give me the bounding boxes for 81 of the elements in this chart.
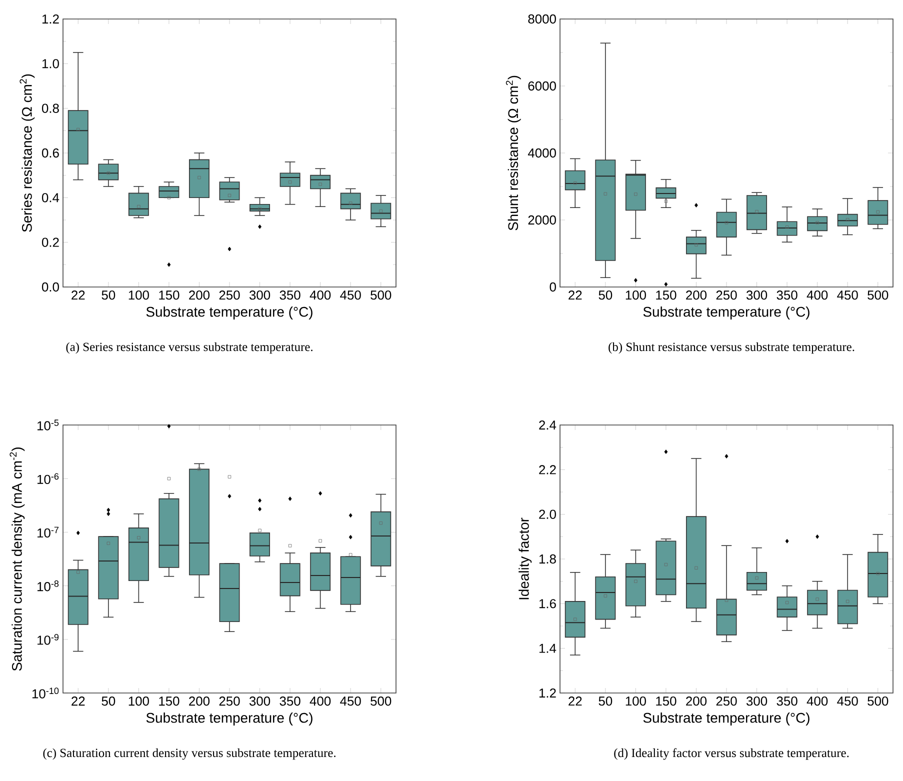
y-tick-label: 1.2 (42, 14, 59, 24)
y-tick-label: 8000 (528, 14, 556, 24)
y-tick-label: 10$^{-9}$ (38, 634, 59, 645)
y-tick-label: 0.2 (42, 238, 59, 247)
x-axis-title: Substrate temperature (°C) (146, 712, 312, 726)
y-tick-label: 4000 (528, 148, 556, 158)
y-axis-title: Shunt resistance (Ω cm$^{2}$) (506, 76, 521, 230)
y-tick-label: 0.6 (42, 148, 59, 158)
y-tick-label: 2.0 (539, 510, 556, 519)
x-tick-label: 50 (102, 696, 116, 706)
x-tick-label: 50 (598, 290, 612, 300)
y-tick-label: 1.4 (539, 644, 556, 653)
x-tick-label: 22 (568, 290, 582, 300)
y-tick-label: 2.2 (539, 465, 556, 474)
x-tick-label: 250 (219, 290, 240, 300)
y-axis-title: Series resistance (Ω cm$^{2}$) (20, 74, 35, 232)
x-tick-label: 50 (598, 696, 612, 706)
y-tick-label: 2000 (528, 215, 556, 225)
x-tick-label: 250 (219, 696, 240, 706)
x-tick-label: 100 (626, 696, 646, 706)
x-tick-label: 150 (656, 290, 676, 300)
y-tick-label: 2.4 (539, 420, 556, 430)
x-tick-label: 450 (837, 290, 858, 300)
x-tick-label: 350 (776, 696, 798, 706)
y-tick-label: 1.6 (539, 599, 556, 608)
x-tick-label: 250 (716, 696, 737, 706)
x-tick-label: 250 (716, 290, 737, 300)
x-tick-label: 22 (72, 290, 85, 300)
y-tick-label: 1.0 (42, 59, 59, 68)
x-tick-label: 350 (280, 290, 300, 300)
y-tick-label: 10$^{-7}$ (38, 526, 59, 538)
x-tick-label: 22 (72, 696, 85, 706)
y-tick-label: 0.4 (42, 193, 60, 202)
x-tick-label: 400 (310, 696, 331, 706)
y-tick-label: 0.8 (42, 104, 59, 113)
x-tick-label: 50 (102, 290, 116, 300)
x-tick-label: 400 (806, 290, 828, 300)
x-tick-label: 150 (656, 696, 676, 706)
x-tick-label: 350 (280, 696, 300, 706)
x-tick-label: 100 (128, 696, 149, 706)
x-axis-title: Substrate temperature (°C) (643, 712, 810, 726)
x-tick-label: 200 (189, 290, 210, 300)
y-tick-label: 1.2 (539, 688, 556, 698)
text: (a) Series resistance versus substrate temperature. (66, 342, 313, 354)
y-tick-label: 10$^{-8}$ (38, 580, 59, 592)
x-tick-label: 200 (686, 290, 707, 300)
x-tick-label: 500 (868, 696, 888, 706)
y-tick-label: 0 (550, 282, 556, 292)
text: (d) Ideality factor versus substrate temperature. (614, 748, 849, 760)
x-tick-label: 200 (189, 696, 210, 706)
y-tick-label: 1.8 (539, 554, 556, 564)
x-tick-label: 500 (370, 696, 392, 706)
y-axis-title: Ideality factor (518, 518, 532, 600)
text: (c) Saturation current density versus substrate temperature. (43, 748, 336, 760)
x-tick-label: 150 (159, 696, 180, 706)
text: (b) Shunt resistance versus substrate temperature. (608, 342, 854, 354)
x-tick-label: 300 (249, 290, 270, 300)
x-tick-label: 300 (746, 696, 768, 706)
x-tick-label: 450 (340, 696, 361, 706)
x-tick-label: 450 (340, 290, 361, 300)
y-tick-label: 10$^{-5}$ (38, 420, 59, 430)
x-tick-label: 150 (159, 290, 180, 300)
y-tick-label: 0.0 (42, 282, 59, 292)
x-axis-title: Substrate temperature (°C) (146, 306, 312, 320)
y-tick-label: 6000 (528, 81, 556, 91)
x-tick-label: 350 (776, 290, 798, 300)
x-tick-label: 400 (310, 290, 331, 300)
x-tick-label: 400 (806, 696, 828, 706)
x-tick-label: 100 (128, 290, 149, 300)
x-tick-label: 450 (837, 696, 858, 706)
x-tick-label: 500 (370, 290, 392, 300)
x-tick-label: 500 (868, 290, 888, 300)
x-tick-label: 300 (249, 696, 270, 706)
x-tick-label: 300 (746, 290, 768, 300)
y-tick-label: 10$^{-10}$ (32, 688, 59, 698)
x-tick-label: 100 (626, 290, 646, 300)
y-axis-title: Saturation current density (mA cm$^{-2}$) (10, 448, 25, 671)
x-tick-label: 22 (568, 696, 582, 706)
x-axis-title: Substrate temperature (°C) (643, 306, 810, 320)
x-tick-label: 200 (686, 696, 707, 706)
y-tick-label: 10$^{-6}$ (38, 473, 59, 484)
